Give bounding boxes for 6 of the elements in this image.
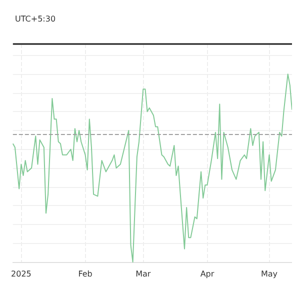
x-tick-label: Mar (136, 270, 152, 278)
text: UTC+5:30 (15, 14, 56, 24)
x-tick-label: Apr (200, 270, 215, 278)
x-tick-label: Feb (78, 270, 92, 278)
x-tick-label: 2025 (11, 270, 32, 278)
x-tick-label: May (260, 270, 278, 278)
